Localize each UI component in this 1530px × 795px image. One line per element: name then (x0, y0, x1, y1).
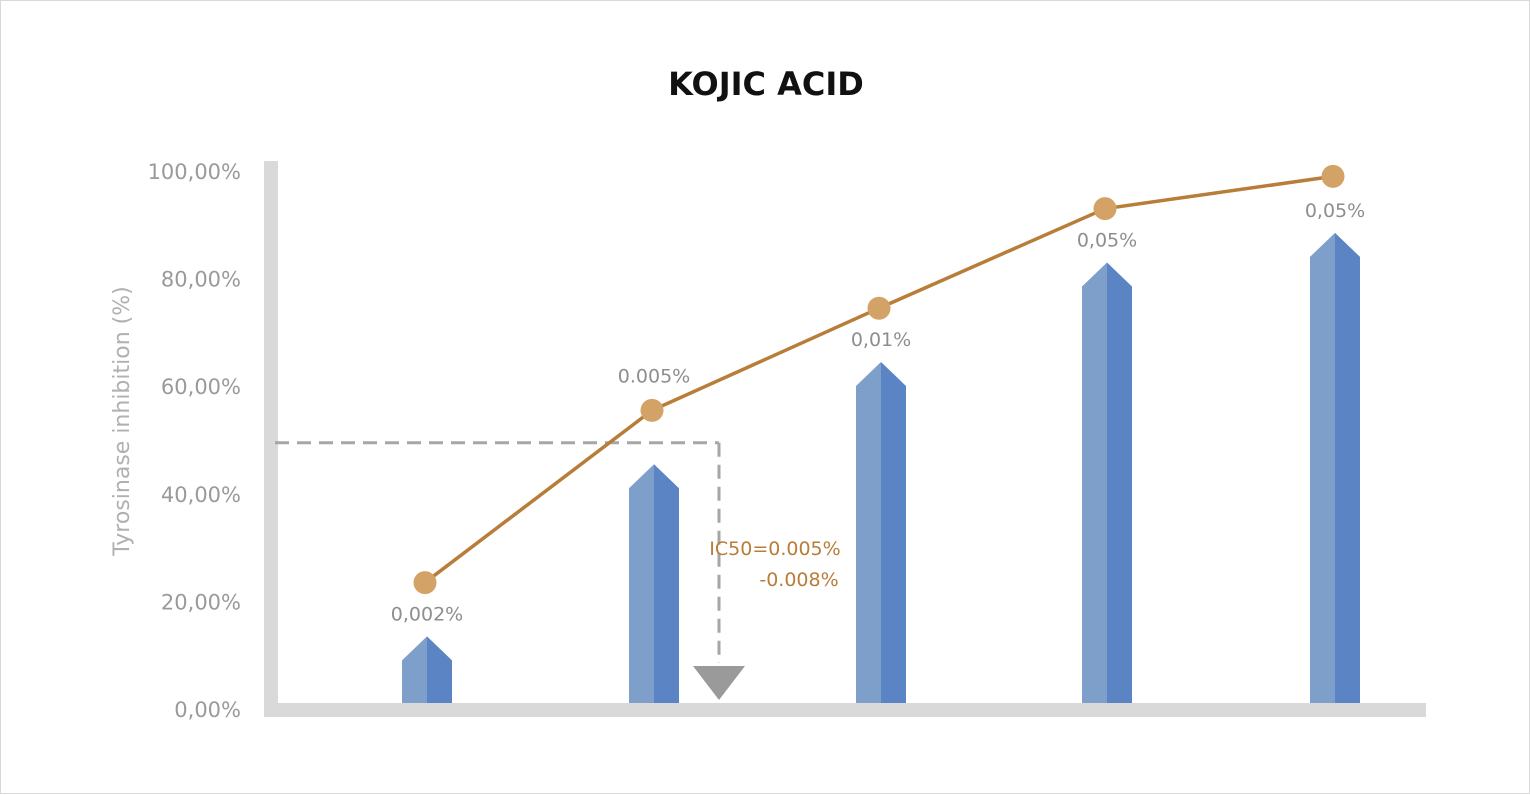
bar (402, 636, 452, 703)
bar (1082, 262, 1132, 703)
bar (1310, 232, 1360, 703)
x-axis-line (264, 703, 1426, 717)
line-point (640, 398, 664, 422)
ic50-guides (275, 441, 745, 700)
line-point (867, 296, 891, 320)
line-series (413, 164, 1345, 595)
y-tick-label: 100,00% (148, 160, 241, 184)
bar (629, 464, 679, 703)
ic50-annotation: IC50=0.005% -0.008% (709, 538, 840, 591)
bar-series (402, 232, 1360, 703)
bar (856, 361, 906, 703)
ic50-label-line: -0.008% (759, 569, 838, 591)
data-label: 0,05% (1305, 200, 1365, 222)
chart-title: KOJIC ACID (668, 65, 864, 103)
y-tick-labels: 0,00% 20,00% 40,00% 60,00% 80,00% 100,00% (148, 160, 241, 722)
data-label: 0,05% (1077, 229, 1137, 251)
ic50-label-line: IC50=0.005% (709, 538, 840, 560)
line-point (1093, 197, 1117, 221)
axes (264, 161, 1426, 717)
line-point (413, 571, 437, 595)
y-tick-label: 20,00% (161, 590, 241, 614)
line-point (1321, 164, 1345, 188)
data-labels: 0,002% 0.005% 0,01% 0,05% 0,05% (391, 200, 1365, 626)
ic50-arrowhead (693, 666, 745, 700)
y-tick-label: 0,00% (174, 698, 241, 722)
y-axis-label: Tyrosinase inhibition (%) (110, 286, 135, 556)
y-axis-line (264, 161, 278, 717)
data-label: 0,002% (391, 603, 463, 625)
y-tick-label: 80,00% (161, 268, 241, 292)
y-tick-label: 40,00% (161, 483, 241, 507)
data-label: 0.005% (618, 365, 690, 387)
y-tick-label: 60,00% (161, 375, 241, 399)
data-label: 0,01% (851, 329, 911, 351)
